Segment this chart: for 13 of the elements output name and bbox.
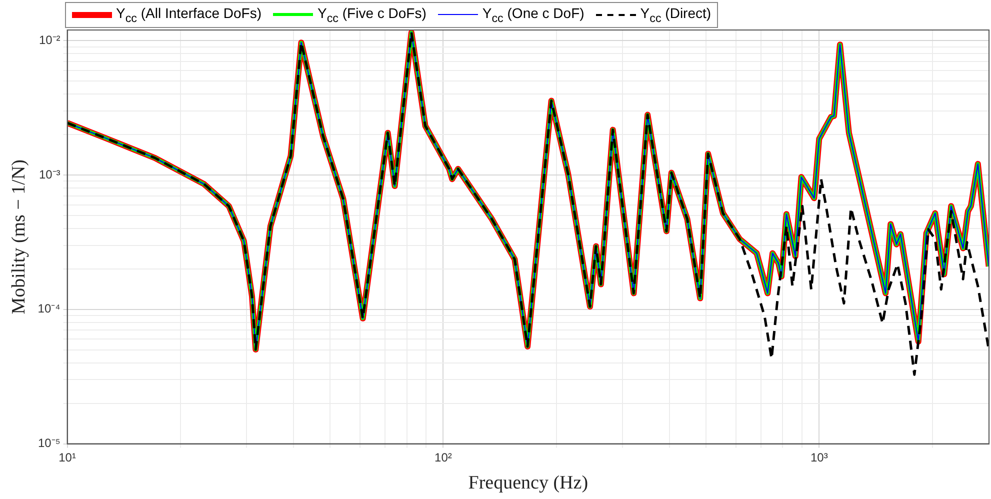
y-axis-title: Mobility (ms − 1/N) bbox=[8, 159, 30, 314]
x-tick-label: 10³ bbox=[810, 450, 828, 464]
y-tick-label: 10⁻⁴ bbox=[38, 302, 60, 316]
y-tick-label: 10⁻² bbox=[38, 32, 60, 47]
y-tick-label: 10⁻⁵ bbox=[38, 436, 60, 450]
legend-label: Y$_{cc}$ (Five c DoFs) bbox=[317, 5, 426, 25]
legend-label: Y$_{cc}$ (Direct) bbox=[640, 5, 712, 25]
x-axis-title: Frequency (Hz) bbox=[468, 472, 588, 494]
x-tick-label: 10¹ bbox=[58, 450, 76, 464]
legend-label: Y$_{cc}$ (One c DoF) bbox=[482, 5, 584, 25]
legend-label: Y$_{cc}$ (All Interface DoFs) bbox=[116, 5, 262, 25]
x-tick-label: 10² bbox=[434, 450, 452, 464]
y-tick-label: 10⁻³ bbox=[38, 167, 60, 182]
